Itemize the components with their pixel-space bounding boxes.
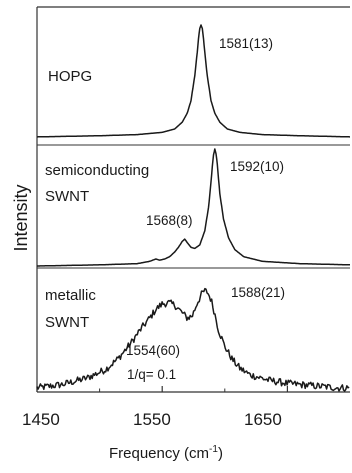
x-tick-label: 1650	[244, 410, 282, 429]
panel-label-swnt-metallic: SWNT	[45, 314, 89, 331]
panel-label-semiconducting: semiconducting	[45, 162, 149, 179]
x-tick-label: 1550	[133, 410, 171, 429]
y-axis-title: Intensity	[11, 184, 31, 251]
x-axis-title-main: Frequency (cm	[109, 445, 209, 462]
panel-label-hopg: HOPG	[48, 68, 92, 85]
peak-annotation-hopg: 1581(13)	[219, 36, 273, 51]
x-axis-title-end: )	[218, 445, 223, 462]
peak-annotation-metallic-bwf: 1554(60)	[126, 343, 180, 358]
x-tick-label: 1450	[22, 410, 60, 429]
x-axis-title: Frequency (cm-1)	[109, 444, 223, 462]
chart-text: HOPG 1581(13) semiconducting SWNT 1592(1…	[11, 36, 285, 462]
panel-label-swnt-semiconducting: SWNT	[45, 188, 89, 205]
peak-annotation-g-minus: 1568(8)	[146, 213, 193, 228]
spectrum-line-panel-1	[36, 24, 351, 138]
panel-label-metallic: metallic	[45, 287, 96, 304]
x-axis-title-superscript: -1	[209, 444, 218, 455]
peak-annotation-metallic-g-plus: 1588(21)	[231, 285, 285, 300]
spectrum-line-panel-3	[36, 287, 350, 392]
spectra-curves	[36, 24, 351, 392]
spectrum-line-panel-2	[36, 148, 351, 267]
fano-parameter-annotation: 1/q= 0.1	[127, 367, 176, 382]
peak-annotation-g-plus: 1592(10)	[230, 159, 284, 174]
plot-frame	[36, 6, 350, 393]
